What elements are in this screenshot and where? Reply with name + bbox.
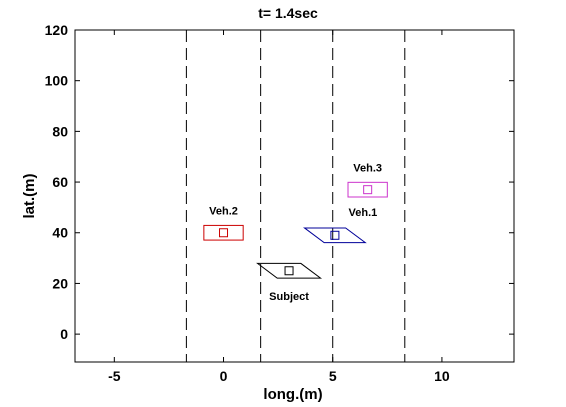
vehicle-center-marker (219, 228, 229, 238)
chart-title: t= 1.4sec (258, 5, 318, 21)
vehicle-center-marker (330, 230, 340, 240)
x-axis-label: long.(m) (263, 386, 322, 403)
vehicle-label: Veh.3 (353, 162, 382, 174)
y-axis-label: lat.(m) (21, 173, 38, 218)
y-tick-label: 100 (45, 73, 69, 89)
x-tick-label: 5 (329, 368, 337, 384)
x-tick-label: 0 (220, 368, 228, 384)
vehicles: Veh.2 Veh.3 Veh.1 Subject (203, 162, 388, 303)
y-tick-label: 0 (60, 326, 68, 342)
vehicle-label: Subject (269, 291, 309, 303)
y-tick-label: 80 (52, 123, 68, 139)
vehicle-body (303, 227, 367, 244)
vehicle-label: Veh.2 (209, 205, 238, 217)
vehicle-center-marker (284, 266, 294, 276)
x-tick-label: 10 (434, 368, 450, 384)
vehicle-body (347, 181, 388, 198)
y-tick-label: 60 (52, 174, 68, 190)
lane-lines (185, 30, 406, 362)
vehicle-center-marker (363, 185, 373, 195)
y-tick-label: 120 (45, 22, 69, 38)
y-tick-label: 20 (52, 275, 68, 291)
vehicle-body (256, 262, 323, 279)
vehicle-label: Veh.1 (349, 207, 378, 219)
x-tick-label: -5 (108, 368, 121, 384)
vehicle-body (203, 224, 244, 241)
y-tick-label: 40 (52, 225, 68, 241)
axes-frame (74, 29, 515, 363)
